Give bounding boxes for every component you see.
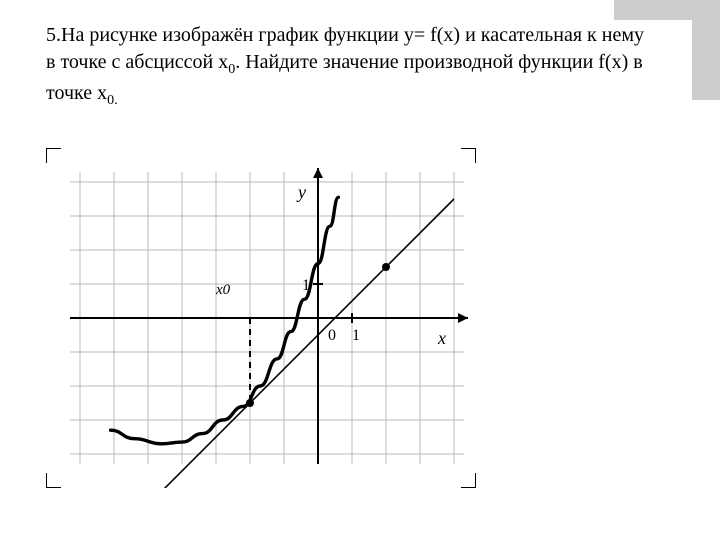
svg-text:0: 0 (328, 327, 336, 344)
svg-text:1: 1 (302, 277, 310, 294)
svg-text:x0: x0 (215, 282, 231, 298)
slide: 5.На рисунке изображён график функции y=… (0, 0, 720, 540)
problem-line-2b: . Найдите значение производной (235, 51, 518, 73)
gray-bar-top (614, 0, 720, 20)
svg-text:1: 1 (352, 327, 360, 344)
svg-text:x: x (437, 328, 446, 348)
gray-bar-side (692, 20, 720, 100)
chart-frame: yx011x0 (46, 148, 476, 488)
svg-text:y: y (296, 182, 306, 202)
chart-svg: yx011x0 (46, 148, 476, 488)
sub0-2: 0. (107, 93, 118, 108)
problem-line-1: 5.На рисунке изображён график функции y=… (46, 24, 602, 46)
problem-text: 5.На рисунке изображён график функции y=… (46, 22, 646, 111)
